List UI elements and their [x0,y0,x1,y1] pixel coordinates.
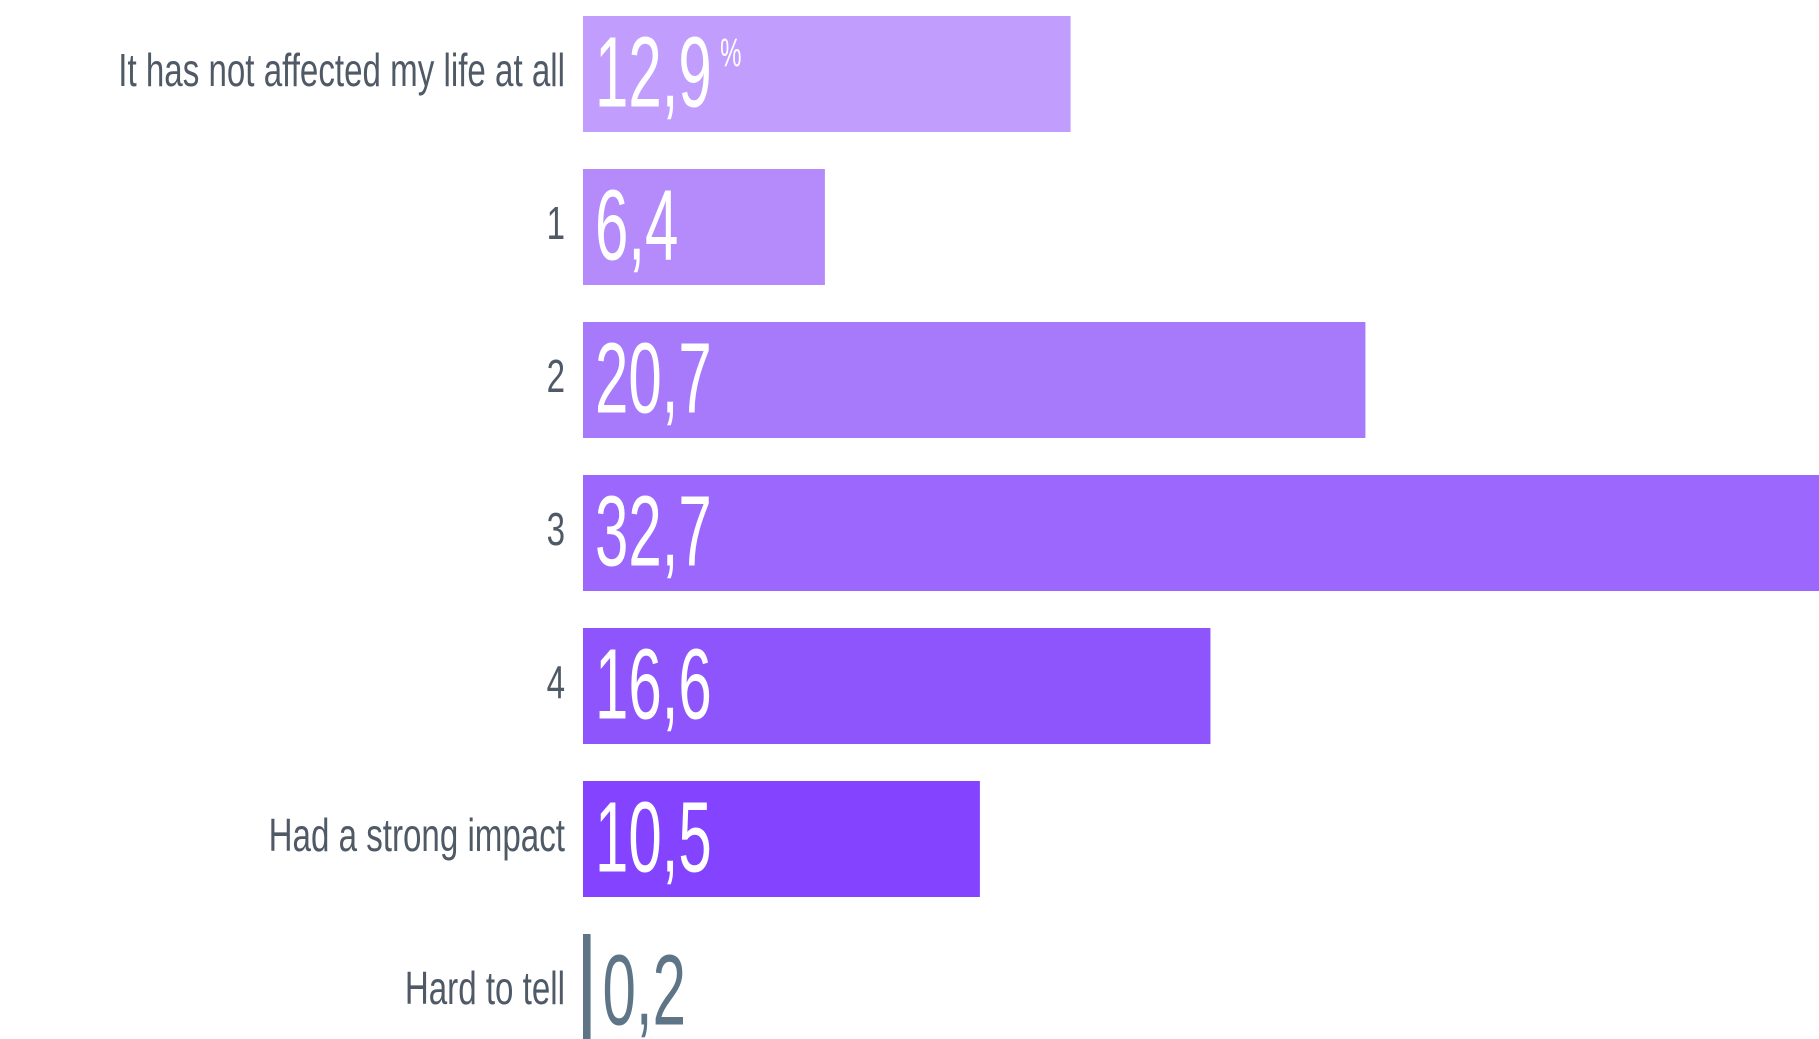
unit-label: % [720,30,741,75]
bar [583,934,591,1039]
bar [583,169,825,285]
bar [583,475,1819,591]
bar [583,628,1211,744]
bar [583,781,980,897]
bar [583,16,1071,132]
value-label: 6,4 [595,170,678,282]
category-label: 4 [547,658,565,708]
category-label: 2 [547,352,565,402]
value-label: 10,5 [595,782,712,894]
bars [583,16,1819,1039]
category-label: Hard to tell [405,964,565,1014]
category-label: 1 [547,199,565,249]
category-label: 3 [547,505,565,555]
bar [583,322,1366,438]
value-label: 32,7 [595,476,712,588]
value-label: 20,7 [595,323,712,435]
value-label: 12,9 [595,17,712,129]
value-label: 0,2 [603,935,686,1039]
category-label: It has not affected my life at all [118,46,565,96]
value-label: 16,6 [595,629,712,741]
category-label: Had a strong impact [269,811,565,861]
category-labels: It has not affected my life at all 1 2 3 4 Ha… [118,46,565,1014]
value-labels: 12,9 % 6,4 20,7 32,7 16,6 10,5 0,2 [595,17,742,1039]
